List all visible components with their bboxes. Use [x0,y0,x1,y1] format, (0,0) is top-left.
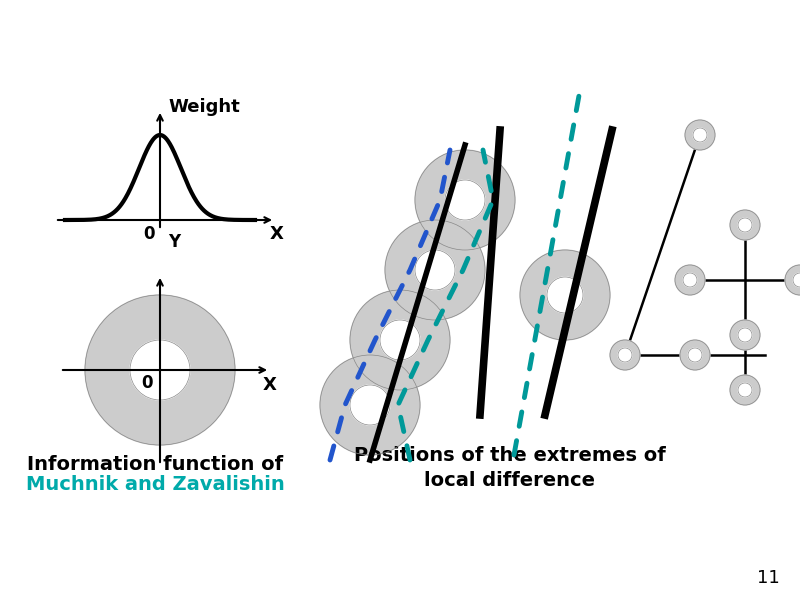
Text: Positions of the extremes of
local difference: Positions of the extremes of local diffe… [354,446,666,490]
Circle shape [385,220,485,320]
Circle shape [610,340,640,370]
Circle shape [730,320,760,350]
Circle shape [680,340,710,370]
Text: Information function of: Information function of [27,455,283,475]
Circle shape [618,348,632,362]
Circle shape [547,277,583,313]
Text: X: X [270,225,284,243]
Circle shape [785,265,800,295]
Circle shape [380,320,420,360]
Circle shape [350,385,390,425]
Text: Y: Y [168,233,180,251]
Circle shape [793,273,800,287]
Text: X: X [263,376,277,394]
Circle shape [415,150,515,250]
Circle shape [685,120,715,150]
Text: 11: 11 [757,569,779,587]
Circle shape [350,290,450,390]
Circle shape [730,210,760,240]
Circle shape [738,328,752,342]
Circle shape [85,295,235,445]
Circle shape [415,250,455,290]
Text: 0: 0 [143,225,154,243]
Circle shape [445,180,485,220]
Circle shape [738,218,752,232]
Circle shape [683,273,697,287]
Circle shape [730,375,760,405]
Circle shape [320,355,420,455]
Circle shape [688,348,702,362]
Text: Weight: Weight [168,98,240,116]
Circle shape [738,383,752,397]
Circle shape [693,128,707,142]
Text: 0: 0 [142,374,153,392]
Text: Muchnik and Zavalishin: Muchnik and Zavalishin [26,475,284,494]
Circle shape [520,250,610,340]
Circle shape [675,265,705,295]
Circle shape [130,340,190,400]
